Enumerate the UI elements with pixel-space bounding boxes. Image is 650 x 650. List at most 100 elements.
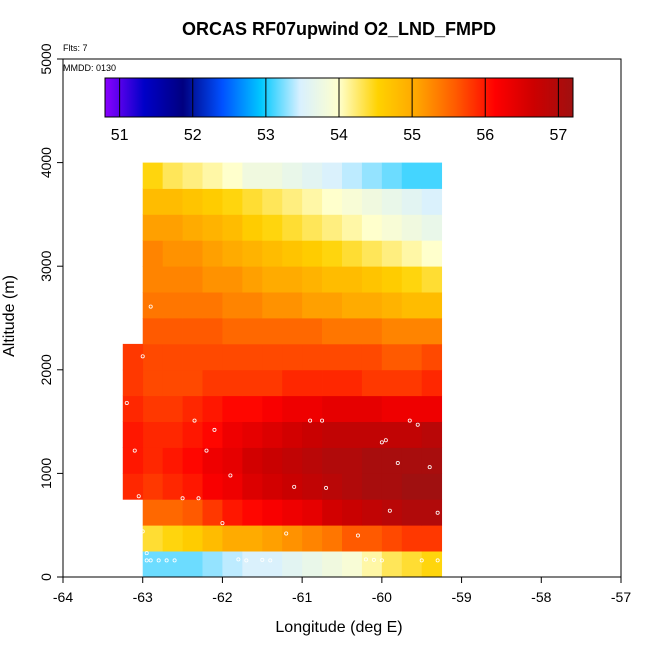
- heatmap-cell: [342, 188, 363, 215]
- heatmap-cells: [122, 162, 443, 578]
- heatmap-cell: [142, 499, 164, 526]
- heatmap-cell: [162, 292, 183, 319]
- heatmap-cell: [322, 292, 343, 319]
- heatmap-cell: [381, 369, 403, 397]
- heatmap-cell: [202, 240, 223, 267]
- observation-point: [196, 496, 201, 501]
- observation-point: [415, 422, 420, 427]
- y-tick-label: 1000: [38, 458, 54, 489]
- heatmap-cell: [222, 369, 243, 397]
- heatmap-cell: [401, 292, 423, 319]
- observation-point: [140, 529, 145, 534]
- heatmap-cell: [282, 266, 303, 293]
- heatmap-cell: [302, 551, 323, 578]
- heatmap-cell: [182, 447, 203, 474]
- heatmap-cell: [242, 266, 263, 293]
- heatmap-cell: [322, 525, 343, 552]
- heatmap-cell: [202, 162, 223, 189]
- heatmap-cell: [182, 188, 203, 215]
- observation-point: [471, 253, 476, 258]
- heatmap-cell: [282, 499, 303, 526]
- heatmap-cell: [182, 499, 203, 526]
- heatmap-cell: [322, 473, 343, 500]
- heatmap-cell: [322, 188, 343, 215]
- heatmap-cell: [262, 369, 283, 397]
- observation-point: [220, 521, 225, 526]
- heatmap-cell: [421, 188, 443, 215]
- heatmap-cell: [242, 369, 263, 397]
- heatmap-cell: [242, 343, 263, 371]
- heatmap-cell: [361, 499, 383, 526]
- x-tick-label: -57: [611, 589, 631, 605]
- heatmap-cell: [421, 343, 443, 371]
- heatmap-cell: [222, 525, 243, 552]
- observation-point: [427, 465, 432, 470]
- heatmap-cell: [401, 343, 423, 371]
- heatmap-cell: [122, 447, 144, 474]
- heatmap-cell: [242, 421, 263, 448]
- observation-point: [148, 558, 153, 563]
- colorbar-tick-label: 53: [257, 127, 275, 144]
- heatmap-cell: [322, 240, 343, 267]
- heatmap-cell: [381, 292, 403, 319]
- heatmap-cell: [322, 266, 343, 293]
- x-tick-label: -63: [133, 589, 153, 605]
- heatmap-cell: [421, 473, 443, 500]
- heatmap-cell: [381, 551, 403, 578]
- y-tick-label: 2000: [38, 354, 54, 385]
- heatmap-cell: [302, 395, 323, 422]
- heatmap-cell: [242, 292, 263, 319]
- heatmap-cell: [361, 343, 383, 371]
- heatmap-cell: [322, 343, 343, 371]
- heatmap-cell: [342, 551, 363, 578]
- colorbar-tick-label: 57: [549, 127, 567, 144]
- heatmap-cell: [162, 395, 183, 422]
- observation-point: [324, 485, 329, 490]
- heatmap-cell: [401, 214, 423, 241]
- heatmap-cell: [421, 214, 443, 241]
- observation-point: [435, 558, 440, 563]
- observation-point: [443, 558, 448, 563]
- heatmap-cell: [381, 266, 403, 293]
- heatmap-cell: [361, 240, 383, 267]
- heatmap-cell: [162, 551, 183, 578]
- heatmap-cell: [342, 214, 363, 241]
- observation-point: [236, 557, 241, 562]
- heatmap-cell: [322, 214, 343, 241]
- heatmap-cell: [381, 188, 403, 215]
- heatmap-cell: [142, 343, 164, 371]
- colorbar-tick-label: 55: [403, 127, 421, 144]
- x-axis: -64 -63 -62 -61 -60 -59 -58 -57: [53, 577, 631, 605]
- heatmap-cell: [202, 214, 223, 241]
- heatmap-cell: [361, 525, 383, 552]
- observation-point: [491, 558, 496, 563]
- colorbar-tick-label: 51: [111, 127, 129, 144]
- observation-point: [140, 354, 145, 359]
- x-tick-label: -60: [372, 589, 392, 605]
- heatmap-cell: [322, 318, 343, 345]
- heatmap-cell: [322, 421, 343, 448]
- y-tick-label: 0: [38, 573, 54, 581]
- heatmap-cell: [262, 551, 283, 578]
- heatmap-cell: [282, 525, 303, 552]
- heatmap-cell: [282, 447, 303, 474]
- heatmap-cell: [122, 473, 144, 500]
- x-axis-label: Longitude (deg E): [275, 619, 402, 636]
- heatmap-cell: [262, 162, 283, 189]
- heatmap-cell: [361, 395, 383, 422]
- heatmap-cell: [142, 240, 164, 267]
- heatmap-cell: [202, 369, 223, 397]
- heatmap-cell: [361, 214, 383, 241]
- heatmap-cell: [381, 162, 403, 189]
- heatmap-cell: [162, 421, 183, 448]
- heatmap-cell: [242, 525, 263, 552]
- heatmap-cell: [222, 266, 243, 293]
- heatmap-cell: [302, 473, 323, 500]
- heatmap-cell: [242, 214, 263, 241]
- observation-point: [204, 448, 209, 453]
- heatmap-cell: [361, 369, 383, 397]
- heatmap-cell: [302, 369, 323, 397]
- heatmap-cell: [401, 395, 423, 422]
- heatmap-cell: [342, 292, 363, 319]
